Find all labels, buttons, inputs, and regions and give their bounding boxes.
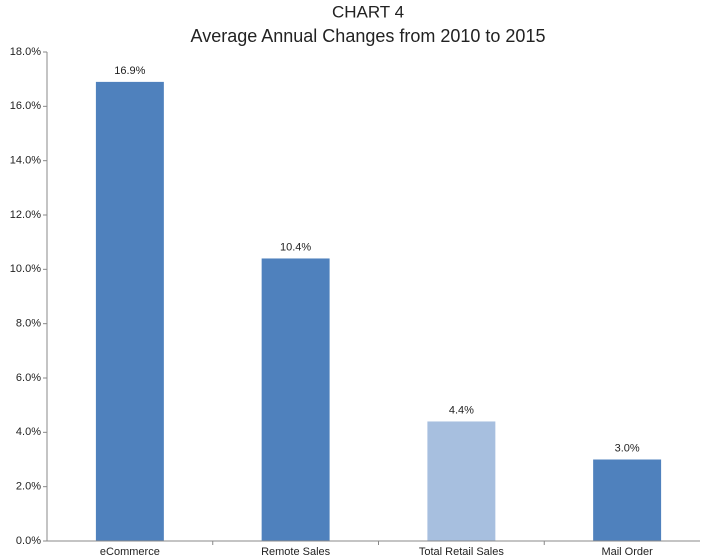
- x-tick-label: Mail Order: [601, 546, 653, 558]
- y-tick-label: 18.0%: [10, 46, 41, 58]
- value-label: 10.4%: [280, 241, 311, 253]
- y-tick-label: 16.0%: [10, 100, 41, 112]
- bar: [261, 258, 330, 541]
- y-tick-label: 12.0%: [10, 209, 41, 221]
- y-tick-label: 10.0%: [10, 263, 41, 275]
- value-label: 3.0%: [615, 442, 640, 454]
- y-tick-label: 0.0%: [16, 535, 41, 547]
- value-label: 16.9%: [114, 65, 145, 77]
- chart-title: CHART 4: [332, 2, 404, 21]
- x-tick-label: eCommerce: [100, 546, 160, 558]
- bar: [593, 459, 662, 541]
- y-tick-label: 4.0%: [16, 426, 41, 438]
- y-tick-label: 6.0%: [16, 372, 41, 384]
- value-label: 4.4%: [449, 404, 474, 416]
- y-tick-label: 2.0%: [16, 481, 41, 493]
- bar: [427, 421, 496, 541]
- y-tick-label: 8.0%: [16, 318, 41, 330]
- y-tick-label: 14.0%: [10, 155, 41, 167]
- x-tick-label: Remote Sales: [261, 546, 331, 558]
- chart-subtitle: Average Annual Changes from 2010 to 2015: [191, 26, 546, 46]
- bar: [95, 81, 164, 541]
- x-tick-label: Total Retail Sales: [419, 546, 504, 558]
